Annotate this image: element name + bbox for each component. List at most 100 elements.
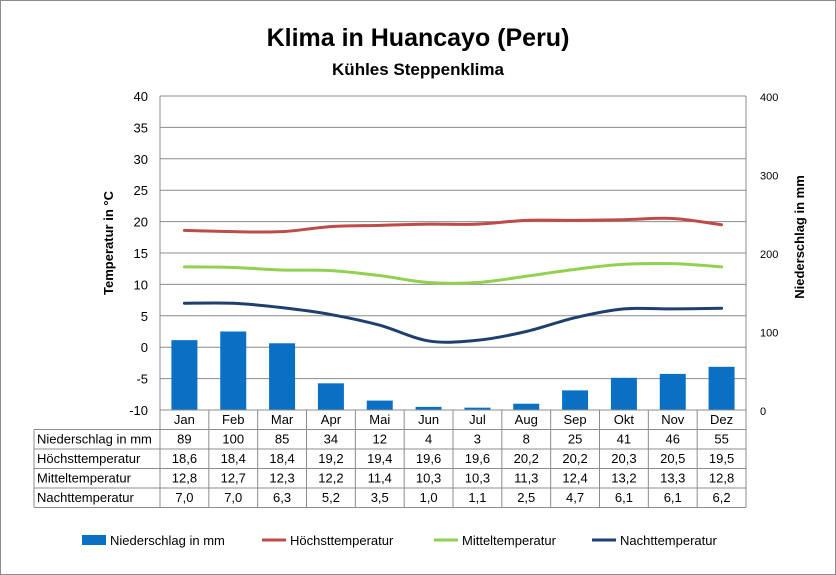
y-left-tick-label: 40 bbox=[134, 89, 148, 104]
table-cell: 55 bbox=[714, 432, 728, 447]
table-row-header: Mitteltemperatur bbox=[37, 471, 132, 486]
x-tick-label: Jul bbox=[469, 412, 486, 427]
x-tick-label: Jan bbox=[174, 412, 195, 427]
precipitation-bars bbox=[171, 331, 735, 410]
table-cell: 12,3 bbox=[269, 471, 294, 486]
table-row-header: Niederschlag in mm bbox=[37, 432, 152, 447]
table-cell: 12,4 bbox=[562, 471, 587, 486]
table-cell: 41 bbox=[617, 432, 631, 447]
y-left-tick-label: 35 bbox=[134, 120, 148, 135]
table-cell: 4,7 bbox=[566, 490, 584, 505]
legend-label: Nachttemperatur bbox=[620, 533, 717, 548]
table-cell: 89 bbox=[177, 432, 191, 447]
precipitation-bar bbox=[317, 383, 344, 410]
precipitation-bar bbox=[610, 377, 637, 410]
table-cell: 46 bbox=[666, 432, 680, 447]
temperature-lines bbox=[182, 216, 724, 344]
precipitation-bar bbox=[708, 366, 735, 410]
legend: Niederschlag in mm Höchsttemperatur Mittel… bbox=[82, 533, 717, 548]
table-cell: 1,0 bbox=[420, 490, 438, 505]
table-cell: 2,5 bbox=[517, 490, 535, 505]
legend-label: Höchsttemperatur bbox=[290, 533, 394, 548]
precipitation-bar bbox=[269, 343, 296, 410]
table-cell: 7,0 bbox=[224, 490, 242, 505]
y-right-tick-label: 0 bbox=[760, 406, 766, 418]
table-cell: 18,4 bbox=[221, 451, 246, 466]
table-row-header: Nachttemperatur bbox=[37, 490, 134, 505]
table-cell: 20,3 bbox=[611, 451, 636, 466]
table-cell: 10,3 bbox=[465, 471, 490, 486]
table-cell: 12,2 bbox=[318, 471, 343, 486]
precipitation-bar bbox=[415, 406, 442, 410]
table-cell: 6,2 bbox=[713, 490, 731, 505]
table-cell: 19,6 bbox=[416, 451, 441, 466]
y-left-tick-label: 5 bbox=[141, 309, 148, 324]
precipitation-bar bbox=[464, 407, 491, 410]
precipitation-bar bbox=[220, 331, 247, 410]
axes: -10-505101520253035400100200300400Temper… bbox=[101, 89, 807, 418]
table-cell: 25 bbox=[568, 432, 582, 447]
precipitation-bar bbox=[562, 390, 589, 410]
x-tick-label: Okt bbox=[614, 412, 635, 427]
table-cell: 3,5 bbox=[371, 490, 389, 505]
chart-subtitle: Kühles Steppenklima bbox=[332, 60, 504, 79]
y-left-tick-label: 30 bbox=[134, 152, 148, 167]
precipitation-bar bbox=[659, 373, 686, 410]
h-chsttemperatur-line bbox=[182, 216, 724, 234]
x-tick-label: Sep bbox=[564, 412, 587, 427]
x-tick-label: Apr bbox=[321, 412, 342, 427]
y-right-tick-label: 200 bbox=[760, 249, 778, 261]
y-left-tick-label: -5 bbox=[136, 372, 148, 387]
precipitation-bar bbox=[366, 400, 393, 410]
table-cell: 12,7 bbox=[221, 471, 246, 486]
y-left-tick-label: 20 bbox=[134, 215, 148, 230]
precipitation-bar bbox=[513, 403, 540, 410]
table-cell: 11,3 bbox=[514, 471, 538, 486]
table-cell: 11,4 bbox=[368, 471, 392, 486]
table-cell: 12,8 bbox=[172, 471, 197, 486]
y-right-tick-label: 400 bbox=[760, 92, 778, 104]
table-cell: 12,8 bbox=[709, 471, 734, 486]
table-cell: 19,4 bbox=[367, 451, 392, 466]
y-left-axis-label: Temperatur in °C bbox=[101, 190, 116, 295]
gridlines bbox=[160, 95, 746, 380]
data-table: Jan Feb Mar Apr Mai Jun Jul Aug Sep Okt Nov Dez Nied… bbox=[33, 409, 747, 508]
x-tick-label: Feb bbox=[222, 412, 244, 427]
table-cell: 5,2 bbox=[322, 490, 340, 505]
x-tick-label: Mai bbox=[369, 412, 390, 427]
precipitation-bar bbox=[171, 340, 198, 410]
table-cell: 10,3 bbox=[416, 471, 441, 486]
table-cell: 1,1 bbox=[468, 490, 486, 505]
table-cell: 4 bbox=[425, 432, 432, 447]
table-cell: 13,3 bbox=[660, 471, 685, 486]
table-row-header: Höchsttemperatur bbox=[37, 451, 141, 466]
table-cell: 100 bbox=[222, 432, 244, 447]
table-cell: 34 bbox=[324, 432, 338, 447]
table-cell: 19,2 bbox=[318, 451, 343, 466]
table-cell: 19,5 bbox=[709, 451, 734, 466]
y-right-tick-label: 100 bbox=[760, 328, 778, 340]
table-cell: 20,2 bbox=[562, 451, 587, 466]
y-right-axis-label: Niederschlag in mm bbox=[792, 175, 807, 299]
table-cell: 20,5 bbox=[660, 451, 685, 466]
legend-swatch bbox=[82, 535, 106, 545]
table-cell: 85 bbox=[275, 432, 289, 447]
table-cell: 20,2 bbox=[514, 451, 539, 466]
table-cell: 12 bbox=[373, 432, 387, 447]
table-cell: 8 bbox=[523, 432, 530, 447]
x-tick-label: Nov bbox=[661, 412, 685, 427]
table-cell: 6,1 bbox=[664, 490, 682, 505]
table-cell: 19,6 bbox=[465, 451, 490, 466]
legend-label: Niederschlag in mm bbox=[110, 533, 225, 548]
nachttemperatur-line bbox=[182, 301, 724, 344]
table-cell: 6,1 bbox=[615, 490, 633, 505]
x-tick-label: Dez bbox=[710, 412, 733, 427]
x-tick-label: Mar bbox=[271, 412, 294, 427]
mitteltemperatur-line bbox=[182, 261, 724, 285]
table-cell: 13,2 bbox=[611, 471, 636, 486]
y-left-tick-label: 0 bbox=[141, 340, 148, 355]
y-left-tick-label: 25 bbox=[134, 183, 148, 198]
y-left-tick-label: 15 bbox=[134, 246, 148, 261]
x-tick-label: Jun bbox=[418, 412, 439, 427]
